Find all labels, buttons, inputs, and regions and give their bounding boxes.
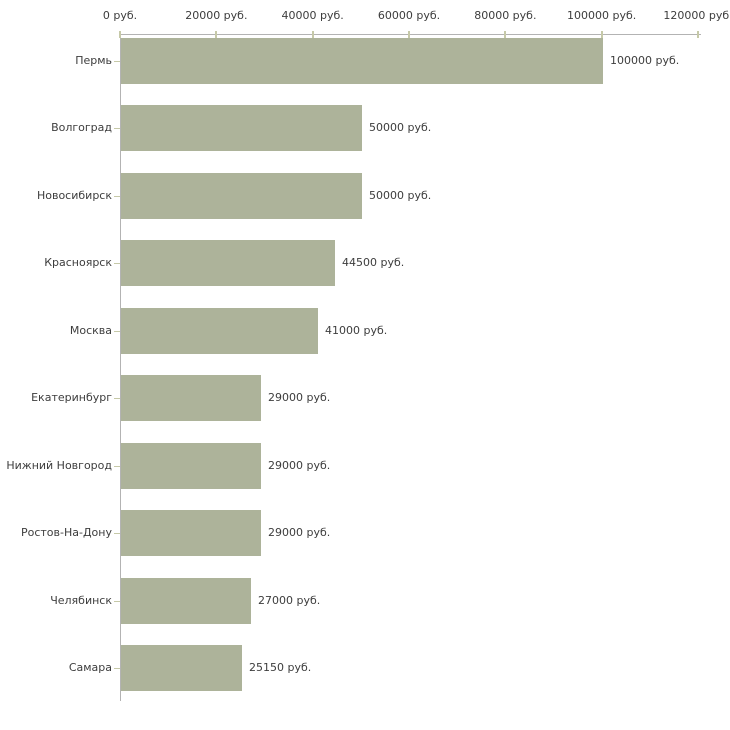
x-axis-line bbox=[120, 34, 701, 35]
value-label: 100000 руб. bbox=[610, 53, 680, 67]
bar bbox=[121, 105, 362, 151]
bar bbox=[121, 645, 242, 691]
value-label: 44500 руб. bbox=[342, 256, 405, 269]
x-axis-tick bbox=[408, 31, 410, 38]
category-tick bbox=[114, 466, 120, 467]
bar bbox=[121, 307, 318, 354]
category-label: Волгоград bbox=[51, 121, 112, 134]
category-label: Нижний Новгород bbox=[6, 458, 112, 472]
category-tick bbox=[114, 398, 120, 399]
x-axis-tick bbox=[697, 31, 699, 38]
value-label: 29000 руб. bbox=[268, 458, 331, 472]
category-tick bbox=[114, 533, 120, 534]
x-axis-tick-label: 100000 руб. bbox=[567, 9, 637, 22]
x-axis-tick bbox=[215, 31, 218, 38]
value-label: 50000 руб. bbox=[369, 188, 432, 202]
value-label: 29000 руб. bbox=[268, 391, 331, 404]
x-axis-tick bbox=[504, 31, 507, 38]
category-tick bbox=[114, 61, 120, 62]
value-label: 41000 руб. bbox=[325, 323, 388, 337]
x-axis-tick-label: 0 руб. bbox=[102, 9, 138, 22]
category-label: Новосибирск bbox=[36, 188, 112, 202]
x-axis-tick-label: 60000 руб. bbox=[377, 9, 441, 22]
bar bbox=[121, 442, 261, 489]
value-label: 50000 руб. bbox=[369, 121, 432, 134]
value-label: 25150 руб. bbox=[249, 661, 312, 674]
category-label: Пермь bbox=[75, 53, 112, 67]
category-label: Ростов-На-Дону bbox=[20, 526, 112, 539]
category-tick bbox=[114, 128, 120, 129]
category-tick bbox=[114, 331, 120, 332]
category-label: Самара bbox=[68, 661, 112, 674]
value-label: 27000 руб. bbox=[258, 593, 321, 607]
bar bbox=[121, 240, 335, 286]
bar bbox=[121, 172, 362, 219]
category-label: Красноярск bbox=[44, 256, 112, 269]
category-label: Екатеринбург bbox=[31, 391, 112, 404]
x-axis-tick-label: 40000 руб. bbox=[281, 9, 344, 22]
bar bbox=[121, 37, 603, 84]
x-axis-tick bbox=[600, 31, 603, 38]
x-axis-tick-label: 120000 руб. bbox=[663, 9, 730, 22]
category-tick bbox=[114, 196, 120, 197]
y-axis-line bbox=[120, 34, 121, 701]
category-tick bbox=[114, 601, 120, 602]
category-label: Москва bbox=[69, 323, 112, 337]
category-label: Челябинск bbox=[50, 593, 112, 607]
bar bbox=[121, 375, 261, 421]
x-axis-tick-label: 20000 руб. bbox=[185, 9, 248, 22]
category-tick bbox=[114, 668, 120, 669]
x-axis-tick bbox=[119, 31, 121, 38]
bar bbox=[121, 577, 251, 624]
value-label: 29000 руб. bbox=[268, 526, 331, 539]
x-axis-tick bbox=[311, 31, 314, 38]
bar bbox=[121, 510, 261, 556]
x-axis-tick-label: 80000 руб. bbox=[474, 9, 537, 22]
category-tick bbox=[114, 263, 120, 264]
